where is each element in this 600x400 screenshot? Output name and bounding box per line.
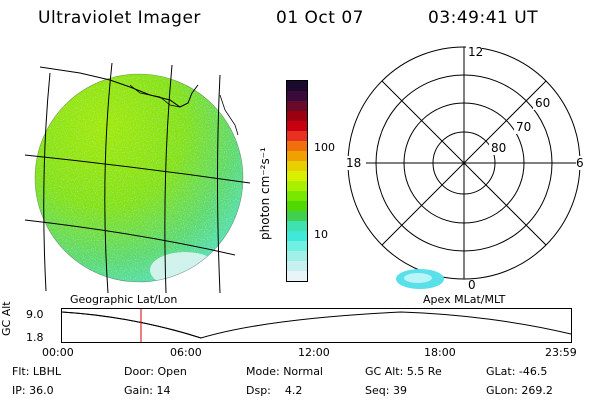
timeline-frame <box>61 308 572 343</box>
image-date: 01 Oct 07 <box>276 8 364 28</box>
colorbar <box>286 80 308 282</box>
info-glon: GLon: 269.2 <box>486 384 553 397</box>
colorbar-segment <box>287 81 307 91</box>
apex-label: Apex MLat/MLT <box>423 293 506 306</box>
time-tick-2359: 23:59 <box>545 346 577 359</box>
mlt-label-0: 0 <box>468 278 476 292</box>
lat-label-60: 60 <box>535 96 550 110</box>
altitude-timeline <box>61 308 572 343</box>
colorbar-segment <box>287 91 307 101</box>
colorbar-tick-10: 10 <box>314 228 328 241</box>
mlt-label-12: 12 <box>468 45 483 59</box>
colorbar-segment <box>287 171 307 181</box>
lat-lon-grid <box>24 62 251 293</box>
colorbar-segment <box>287 221 307 231</box>
colorbar-segment <box>287 241 307 251</box>
info-glat: GLat: -46.5 <box>486 365 548 378</box>
time-tick-1800: 18:00 <box>424 346 456 359</box>
colorbar-segment <box>287 271 307 281</box>
colorbar-segment <box>287 181 307 191</box>
colorbar-segment <box>287 161 307 171</box>
gc-alt-axis-label: GC Alt <box>0 301 13 336</box>
colorbar-segment <box>287 251 307 261</box>
colorbar-segment <box>287 261 307 271</box>
alt-min-label: 1.8 <box>26 331 44 344</box>
colorbar-segment <box>287 231 307 241</box>
mlt-label-6: 6 <box>576 156 584 170</box>
time-tick-0000: 00:00 <box>42 346 74 359</box>
info-dsp: Dsp: 4.2 <box>246 384 303 397</box>
colorbar-segment <box>287 201 307 211</box>
time-tick-1200: 12:00 <box>298 346 330 359</box>
altitude-curve <box>61 311 572 339</box>
info-door: Door: Open <box>124 365 187 378</box>
lat-label-80: 80 <box>491 141 506 155</box>
time-tick-0600: 06:00 <box>170 346 202 359</box>
colorbar-unit-label: photon cm⁻²s⁻¹ <box>258 147 272 240</box>
image-time: 03:49:41 UT <box>428 8 539 28</box>
colorbar-segment <box>287 101 307 111</box>
mlt-label-18: 18 <box>346 156 361 170</box>
app-title: Ultraviolet Imager <box>38 8 201 28</box>
geographic-image <box>24 62 251 293</box>
colorbar-segment <box>287 121 307 131</box>
colorbar-tick-100: 100 <box>314 141 335 154</box>
polar-diagonal-2 <box>381 80 547 246</box>
info-flt: Flt: LBHL <box>12 365 61 378</box>
polar-plot: 12 18 6 0 60 70 80 <box>344 45 588 292</box>
info-ip: IP: 36.0 <box>12 384 54 397</box>
info-gain: Gain: 14 <box>124 384 171 397</box>
geographic-label: Geographic Lat/Lon <box>70 293 178 306</box>
colorbar-segment <box>287 211 307 221</box>
colorbar-segment <box>287 191 307 201</box>
alt-max-label: 9.0 <box>26 308 44 321</box>
colorbar-segment <box>287 151 307 161</box>
lat-label-70: 70 <box>516 120 531 134</box>
colorbar-segment <box>287 131 307 141</box>
info-gc-alt: GC Alt: 5.5 Re <box>365 365 442 378</box>
colorbar-segment <box>287 141 307 151</box>
colorbar-segment <box>287 111 307 121</box>
info-seq: Seq: 39 <box>365 384 407 397</box>
info-mode: Mode: Normal <box>246 365 323 378</box>
